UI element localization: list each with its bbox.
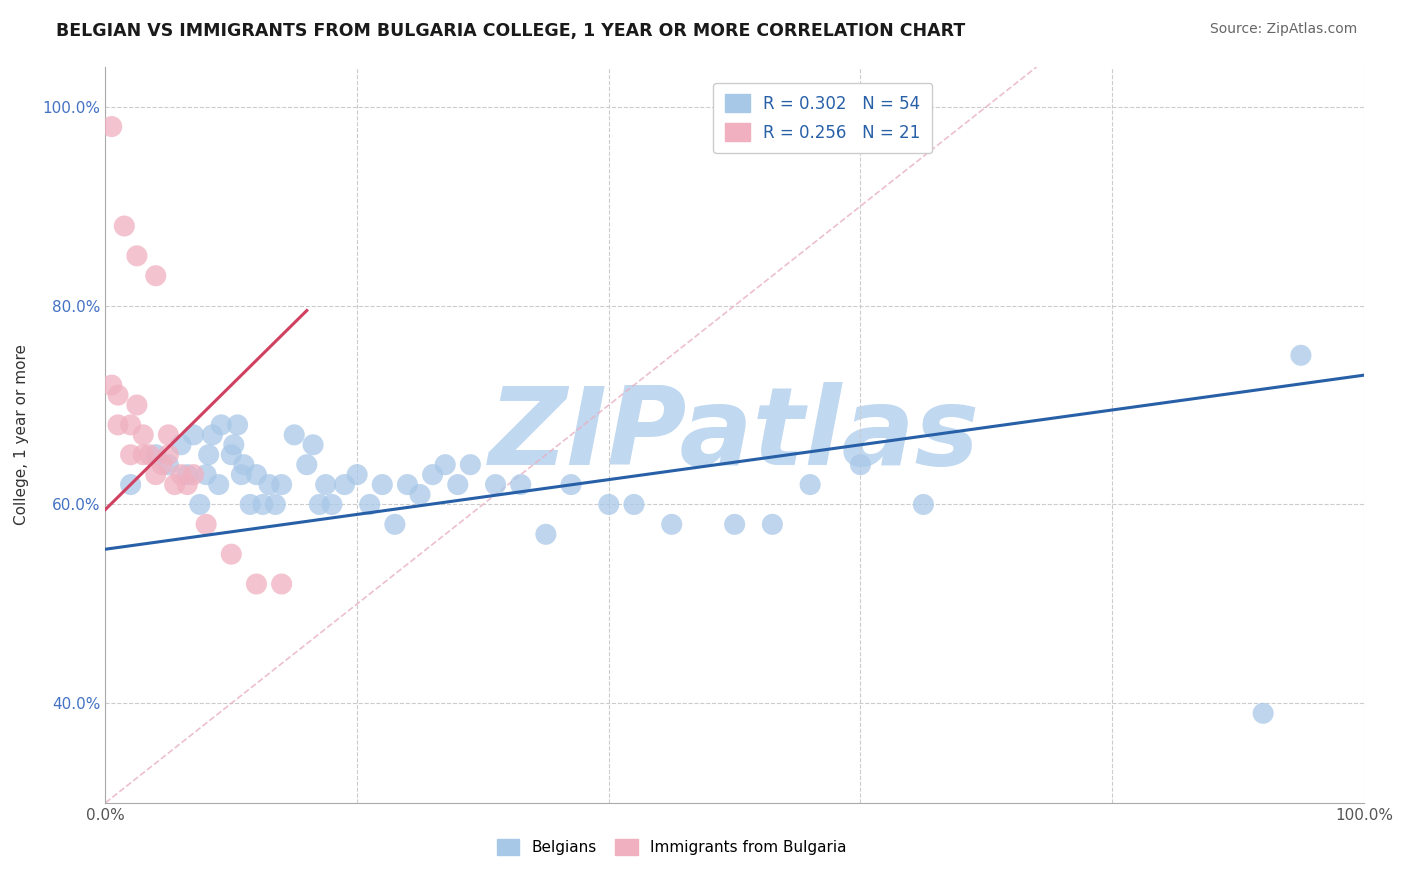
- Point: [447, 477, 470, 491]
- Point: [434, 458, 457, 472]
- Y-axis label: College, 1 year or more: College, 1 year or more: [14, 344, 28, 525]
- Point: [120, 417, 142, 432]
- Point: [176, 477, 198, 491]
- Point: [219, 547, 242, 561]
- Point: [120, 448, 142, 462]
- Point: [371, 477, 394, 491]
- Point: [183, 427, 205, 442]
- Point: [112, 219, 135, 233]
- Point: [321, 498, 343, 512]
- Point: [195, 517, 218, 532]
- Point: [157, 448, 180, 462]
- Point: [157, 427, 180, 442]
- Point: [201, 427, 224, 442]
- Point: [150, 458, 173, 472]
- Point: [661, 517, 683, 532]
- Point: [359, 498, 381, 512]
- Point: [232, 458, 254, 472]
- Point: [384, 517, 406, 532]
- Point: [132, 448, 155, 462]
- Text: Source: ZipAtlas.com: Source: ZipAtlas.com: [1209, 22, 1357, 37]
- Point: [460, 458, 482, 472]
- Point: [245, 577, 267, 591]
- Point: [761, 517, 783, 532]
- Point: [270, 477, 292, 491]
- Point: [302, 438, 325, 452]
- Point: [252, 498, 274, 512]
- Point: [534, 527, 557, 541]
- Point: [346, 467, 368, 482]
- Point: [100, 120, 122, 134]
- Point: [333, 477, 356, 491]
- Point: [257, 477, 280, 491]
- Point: [239, 498, 262, 512]
- Point: [125, 249, 148, 263]
- Point: [1251, 706, 1274, 721]
- Point: [100, 378, 122, 392]
- Point: [170, 467, 193, 482]
- Point: [188, 498, 211, 512]
- Point: [197, 448, 219, 462]
- Point: [560, 477, 582, 491]
- Point: [1289, 348, 1312, 362]
- Point: [226, 417, 249, 432]
- Point: [107, 417, 129, 432]
- Point: [120, 477, 142, 491]
- Point: [176, 467, 198, 482]
- Point: [145, 448, 167, 462]
- Point: [183, 467, 205, 482]
- Point: [283, 427, 305, 442]
- Point: [484, 477, 506, 491]
- Text: ZIPatlas: ZIPatlas: [489, 382, 980, 488]
- Point: [170, 438, 193, 452]
- Point: [396, 477, 419, 491]
- Point: [209, 417, 232, 432]
- Point: [270, 577, 292, 591]
- Point: [132, 427, 155, 442]
- Point: [208, 477, 231, 491]
- Point: [138, 448, 160, 462]
- Point: [315, 477, 337, 491]
- Point: [219, 448, 242, 462]
- Point: [509, 477, 531, 491]
- Point: [125, 398, 148, 412]
- Point: [912, 498, 935, 512]
- Point: [295, 458, 318, 472]
- Point: [145, 268, 167, 283]
- Point: [623, 498, 645, 512]
- Legend: Belgians, Immigrants from Bulgaria: Belgians, Immigrants from Bulgaria: [491, 832, 853, 862]
- Point: [422, 467, 444, 482]
- Point: [245, 467, 267, 482]
- Point: [163, 477, 186, 491]
- Point: [849, 458, 872, 472]
- Point: [723, 517, 745, 532]
- Point: [598, 498, 620, 512]
- Point: [264, 498, 287, 512]
- Point: [231, 467, 253, 482]
- Point: [409, 487, 432, 501]
- Text: BELGIAN VS IMMIGRANTS FROM BULGARIA COLLEGE, 1 YEAR OR MORE CORRELATION CHART: BELGIAN VS IMMIGRANTS FROM BULGARIA COLL…: [56, 22, 966, 40]
- Point: [195, 467, 218, 482]
- Point: [222, 438, 245, 452]
- Point: [107, 388, 129, 402]
- Point: [157, 458, 180, 472]
- Point: [799, 477, 821, 491]
- Point: [308, 498, 330, 512]
- Point: [145, 467, 167, 482]
